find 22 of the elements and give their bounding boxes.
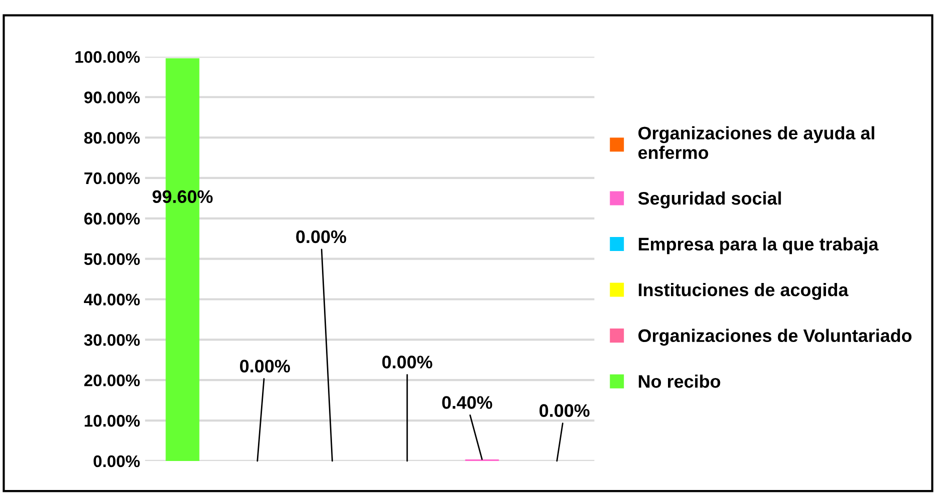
y-tick-label: 60.00% [84, 212, 140, 225]
y-tick-label: 40.00% [84, 294, 140, 306]
y-tick-label: 100.00% [75, 51, 140, 63]
y-tick-label: 80.00% [84, 132, 140, 144]
legend-label: Seguridad social [638, 191, 781, 208]
y-tick-label: 50.00% [84, 253, 140, 266]
data-label: 0.40% [442, 396, 492, 409]
y-tick-label: 30.00% [84, 334, 140, 346]
data-label: 0.00% [240, 360, 290, 372]
data-label: 0.00% [540, 404, 590, 417]
legend-label: No recibo [638, 374, 720, 388]
legend-label: Empresa para la que trabaja [638, 237, 879, 254]
y-tick-label: 20.00% [84, 374, 140, 386]
data-label: 0.00% [296, 230, 346, 244]
y-tick-label: 0.00% [94, 455, 140, 468]
y-tick-label: 70.00% [84, 172, 140, 184]
y-tick-label: 90.00% [84, 92, 140, 104]
data-label: 0.00% [382, 356, 432, 368]
legend-label: Organizaciones de Voluntariado [638, 328, 912, 346]
legend-label: Instituciones de acogida [638, 282, 848, 300]
y-tick-label: 10.00% [84, 414, 140, 427]
legend-label: Organizaciones de ayuda al enfermo [638, 126, 874, 160]
